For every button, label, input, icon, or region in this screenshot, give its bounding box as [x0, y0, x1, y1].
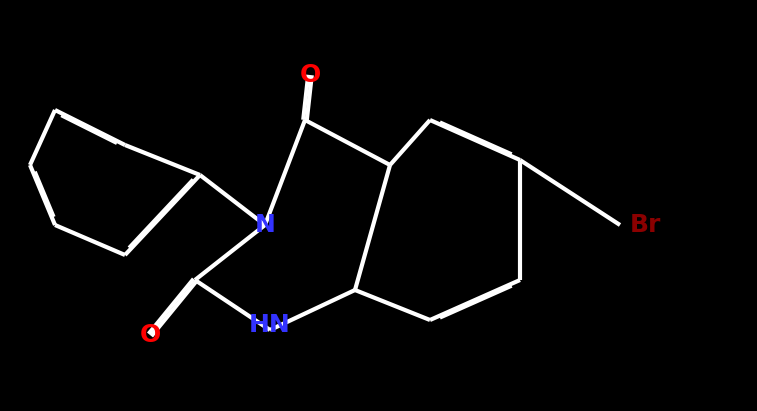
Text: O: O — [139, 323, 160, 347]
Text: Br: Br — [630, 213, 662, 237]
Text: N: N — [254, 213, 276, 237]
Text: O: O — [299, 63, 321, 87]
Text: HN: HN — [249, 313, 291, 337]
